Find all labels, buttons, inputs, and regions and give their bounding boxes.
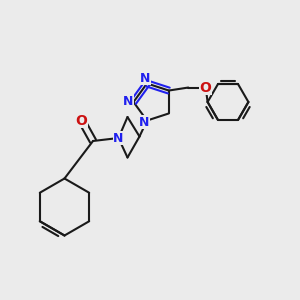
Text: N: N <box>113 131 124 145</box>
Text: N: N <box>140 72 151 85</box>
Text: O: O <box>200 80 212 94</box>
Text: O: O <box>76 114 88 128</box>
Text: N: N <box>123 95 133 108</box>
Text: N: N <box>139 116 149 128</box>
